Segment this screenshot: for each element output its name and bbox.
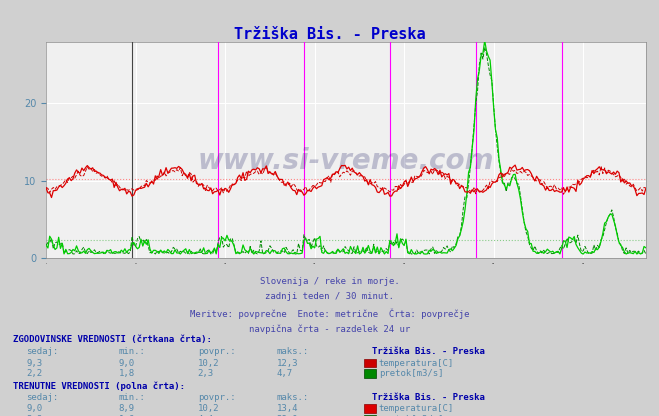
Text: 2,2: 2,2 <box>26 369 42 379</box>
Text: 10,2: 10,2 <box>198 404 219 414</box>
Text: povpr.:: povpr.: <box>198 347 235 357</box>
Text: Meritve: povprečne  Enote: metrične  Črta: povprečje: Meritve: povprečne Enote: metrične Črta:… <box>190 308 469 319</box>
Text: zadnji teden / 30 minut.: zadnji teden / 30 minut. <box>265 292 394 302</box>
Text: 28,0: 28,0 <box>277 415 299 416</box>
Text: 12,3: 12,3 <box>277 359 299 368</box>
Text: www.si-vreme.com: www.si-vreme.com <box>198 146 494 175</box>
Text: 4,7: 4,7 <box>277 369 293 379</box>
Text: ZGODOVINSKE VREDNOSTI (črtkana črta):: ZGODOVINSKE VREDNOSTI (črtkana črta): <box>13 335 212 344</box>
Text: maks.:: maks.: <box>277 393 309 402</box>
Text: Slovenija / reke in morje.: Slovenija / reke in morje. <box>260 277 399 286</box>
Text: 9,0: 9,0 <box>26 404 42 414</box>
Text: Tržiška Bis. - Preska: Tržiška Bis. - Preska <box>372 393 485 402</box>
Text: povpr.:: povpr.: <box>198 393 235 402</box>
Text: sedaj:: sedaj: <box>26 347 59 357</box>
Text: 2,3: 2,3 <box>198 369 214 379</box>
Text: pretok[m3/s]: pretok[m3/s] <box>379 369 444 379</box>
Text: 1,8: 1,8 <box>119 369 134 379</box>
Text: pretok[m3/s]: pretok[m3/s] <box>379 415 444 416</box>
Text: 1,6: 1,6 <box>119 415 134 416</box>
Text: 8,9: 8,9 <box>119 404 134 414</box>
Text: 9,3: 9,3 <box>26 359 42 368</box>
Text: 13,4: 13,4 <box>277 404 299 414</box>
Text: temperatura[C]: temperatura[C] <box>379 359 454 368</box>
Text: Tržiška Bis. - Preska: Tržiška Bis. - Preska <box>234 27 425 42</box>
Text: sedaj:: sedaj: <box>26 393 59 402</box>
Text: temperatura[C]: temperatura[C] <box>379 404 454 414</box>
Text: navpična črta - razdelek 24 ur: navpična črta - razdelek 24 ur <box>249 324 410 334</box>
Text: 9,0: 9,0 <box>119 359 134 368</box>
Text: 3,8: 3,8 <box>26 415 42 416</box>
Text: min.:: min.: <box>119 347 146 357</box>
Text: TRENUTNE VREDNOSTI (polna črta):: TRENUTNE VREDNOSTI (polna črta): <box>13 382 185 391</box>
Text: min.:: min.: <box>119 393 146 402</box>
Text: 4,4: 4,4 <box>198 415 214 416</box>
Text: 10,2: 10,2 <box>198 359 219 368</box>
Text: maks.:: maks.: <box>277 347 309 357</box>
Text: Tržiška Bis. - Preska: Tržiška Bis. - Preska <box>372 347 485 357</box>
